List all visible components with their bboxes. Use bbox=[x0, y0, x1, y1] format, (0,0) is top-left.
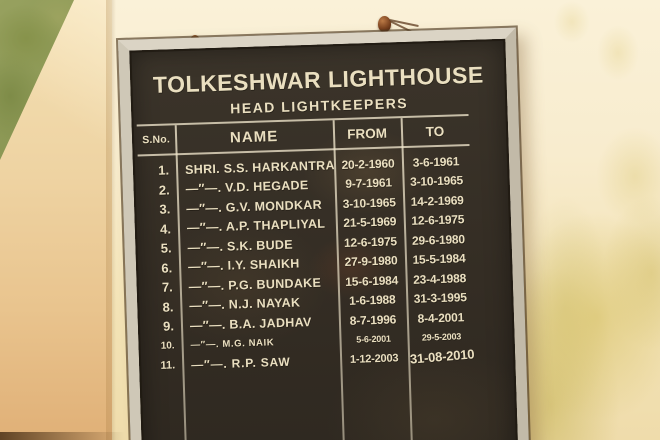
header-name: NAME bbox=[229, 127, 279, 147]
row-to: 23-4-1988 bbox=[412, 270, 467, 287]
bottom-shadow bbox=[0, 432, 125, 440]
row-sno: 8. bbox=[162, 299, 174, 315]
row-to: 12-6-1975 bbox=[411, 212, 465, 229]
row-from: 3-10-1965 bbox=[342, 195, 396, 211]
row-to: 3-6-1961 bbox=[412, 154, 460, 170]
row-from: 8-7-1996 bbox=[349, 312, 397, 328]
table-body: 1. SHRI. S.S. HARKANTRA 20-2-1960 3-6-19… bbox=[138, 146, 477, 376]
row-name: —″—. R.P. SAW bbox=[191, 354, 291, 372]
row-sno: 11. bbox=[160, 359, 176, 372]
row-sno: 6. bbox=[161, 260, 173, 276]
row-from: 15-6-1984 bbox=[345, 273, 399, 289]
lightkeepers-board: TOLKESHWAR LIGHTHOUSE HEAD LIGHTKEEPERS … bbox=[118, 27, 531, 440]
row-sno: 10. bbox=[160, 340, 175, 352]
row-name: —″—. B.A. JADHAV bbox=[189, 314, 312, 333]
row-name: —″—. I.Y. SHAIKH bbox=[187, 256, 300, 275]
nail-icon bbox=[378, 16, 391, 32]
row-to: 29-6-1980 bbox=[411, 231, 466, 248]
row-from: 20-2-1960 bbox=[341, 156, 395, 172]
header-sno: S.No. bbox=[142, 133, 171, 147]
row-name: —″—. N.J. NAYAK bbox=[189, 295, 301, 314]
row-name: —″—. M.G. NAIK bbox=[190, 336, 275, 351]
wall-corner-edge bbox=[106, 0, 116, 440]
keepers-table: S.No. NAME FROM TO 1. SHRI. S.S. HARKANT… bbox=[136, 114, 480, 440]
row-name: —″—. G.V. MONDKAR bbox=[186, 197, 323, 216]
header-from: FROM bbox=[346, 125, 388, 142]
row-sno: 4. bbox=[159, 221, 172, 237]
row-name: —″—. A.P. THAPLIYAL bbox=[186, 216, 326, 236]
row-from: 21-5-1969 bbox=[343, 214, 397, 231]
row-from: 12-6-1975 bbox=[343, 234, 398, 250]
row-sno: 5. bbox=[160, 240, 172, 257]
row-from: 5-6-2001 bbox=[356, 333, 391, 345]
row-to: 8-4-2001 bbox=[417, 310, 465, 326]
row-sno: 7. bbox=[161, 279, 174, 295]
row-name: —″—. S.K. BUDE bbox=[187, 237, 294, 255]
row-to: 3-10-1965 bbox=[409, 173, 464, 190]
row-name: —″—. P.G. BUNDAKE bbox=[188, 275, 322, 294]
row-sno: 2. bbox=[158, 182, 170, 198]
row-from: 1-12-2003 bbox=[349, 352, 399, 366]
row-name: —″—. V.D. HEGADE bbox=[185, 178, 309, 197]
row-to: 15-5-1984 bbox=[412, 251, 466, 268]
header-to: TO bbox=[425, 123, 445, 139]
row-from: 9-7-1961 bbox=[345, 175, 393, 192]
board-surface: TOLKESHWAR LIGHTHOUSE HEAD LIGHTKEEPERS … bbox=[129, 38, 519, 440]
row-from: 27-9-1980 bbox=[344, 253, 398, 270]
row-to: 31-08-2010 bbox=[409, 346, 475, 367]
row-from: 1-6-1988 bbox=[348, 292, 396, 309]
row-to: 31-3-1995 bbox=[413, 290, 467, 307]
row-sno: 9. bbox=[162, 318, 175, 334]
row-to: 14-2-1969 bbox=[410, 192, 464, 209]
row-to: 29-5-2003 bbox=[421, 331, 462, 343]
row-name: SHRI. S.S. HARKANTRA bbox=[184, 158, 335, 177]
row-sno: 3. bbox=[159, 201, 171, 218]
row-sno: 1. bbox=[158, 162, 170, 179]
